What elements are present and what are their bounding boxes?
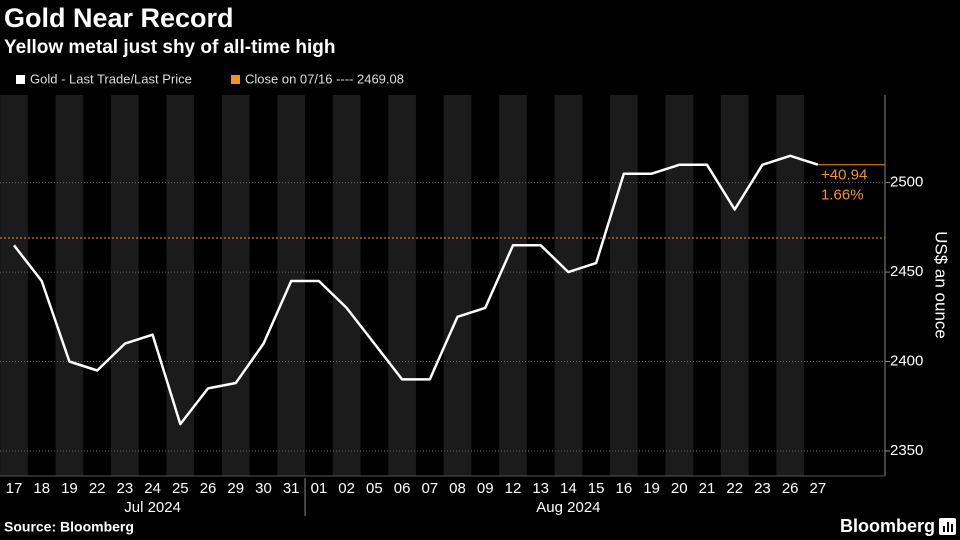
y-tick-label: 2400: [890, 352, 923, 369]
x-tick-label: 19: [61, 480, 78, 497]
x-tick-label: 16: [615, 480, 632, 497]
chart-title: Gold Near Record: [4, 3, 234, 33]
x-tick-label: 31: [283, 480, 300, 497]
day-band: [388, 95, 416, 476]
x-tick-label: 17: [6, 480, 23, 497]
y-axis-title: US$ an ounce: [932, 231, 951, 339]
y-tick-label: 2450: [890, 263, 923, 280]
day-bands: [0, 95, 805, 476]
x-tick-label: 29: [227, 480, 244, 497]
legend-swatch: [16, 75, 25, 84]
brand: Bloomberg: [840, 516, 935, 536]
day-band: [720, 95, 749, 476]
grid: [0, 182, 885, 452]
day-band: [166, 95, 195, 476]
price-line: [13, 154, 819, 426]
x-tick-label: 21: [699, 480, 716, 497]
x-tick-label: 08: [449, 480, 466, 497]
chart-subtitle: Yellow metal just shy of all-time high: [4, 37, 336, 58]
day-band: [609, 95, 638, 476]
brand-icon-bar: [947, 522, 949, 532]
x-tick-label: 23: [754, 480, 771, 497]
day-band: [221, 95, 250, 476]
x-tick-label: 09: [477, 480, 494, 497]
day-band: [55, 95, 84, 476]
month-label: Jul 2024: [124, 499, 181, 516]
legend-label: Gold - Last Trade/Last Price: [30, 71, 192, 86]
x-tick-label: 14: [560, 480, 577, 497]
x-tick-label: 30: [255, 480, 272, 497]
brand-icon-bar: [951, 524, 953, 532]
x-tick-label: 13: [532, 480, 549, 497]
x-tick-label: 26: [200, 480, 217, 497]
x-tick-label: 12: [505, 480, 522, 497]
x-tick-label: 27: [810, 480, 827, 497]
change-label: +40.94: [821, 167, 867, 184]
x-tick-label: 23: [117, 480, 134, 497]
plot: [0, 154, 885, 426]
x-tick-label: 22: [89, 480, 106, 497]
x-tick-label: 02: [338, 480, 355, 497]
day-band: [332, 95, 361, 476]
day-band: [776, 95, 805, 476]
day-band: [499, 95, 527, 476]
day-band: [665, 95, 694, 476]
x-tick-label: 19: [643, 480, 660, 497]
day-band: [0, 95, 28, 476]
x-tick-label: 25: [172, 480, 189, 497]
x-tick-label: 22: [726, 480, 743, 497]
x-tick-label: 26: [782, 480, 799, 497]
day-band: [554, 95, 583, 476]
change-pct-label: 1.66%: [821, 187, 864, 204]
x-tick-label: 01: [311, 480, 328, 497]
x-tick-label: 24: [144, 480, 161, 497]
x-tick-label: 07: [421, 480, 438, 497]
x-tick-label: 06: [394, 480, 411, 497]
x-tick-label: 15: [588, 480, 605, 497]
legend-label: Close on 07/16 ---- 2469.08: [245, 71, 404, 86]
month-label: Aug 2024: [536, 499, 600, 516]
source: Source: Bloomberg: [4, 519, 134, 535]
brand-icon-bar: [943, 526, 945, 532]
day-band: [111, 95, 139, 476]
x-tick-label: 05: [366, 480, 383, 497]
x-tick-label: 20: [671, 480, 688, 497]
day-band: [443, 95, 472, 476]
legend-swatch: [231, 75, 240, 84]
day-band: [277, 95, 306, 476]
y-tick-label: 2500: [890, 174, 923, 191]
y-tick-label: 2350: [890, 442, 923, 459]
x-tick-label: 18: [33, 480, 50, 497]
